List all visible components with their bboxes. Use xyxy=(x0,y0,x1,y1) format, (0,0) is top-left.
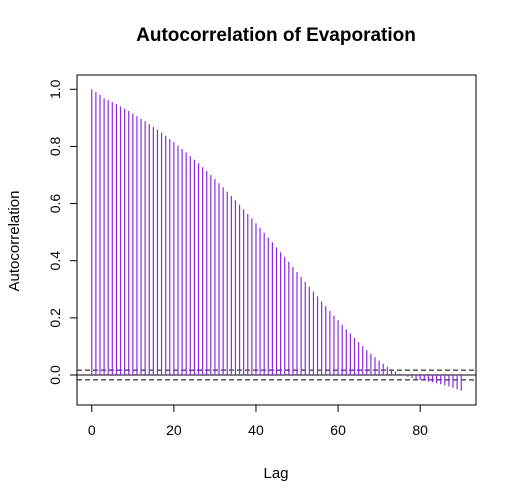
x-tick-label: 60 xyxy=(330,422,346,438)
x-tick-label: 80 xyxy=(412,422,428,438)
y-tick-label: 0.6 xyxy=(47,194,63,214)
y-tick-label: 1.0 xyxy=(47,79,63,99)
chart-title: Autocorrelation of Evaporation xyxy=(136,25,416,46)
x-tick-label: 0 xyxy=(88,422,96,438)
x-tick-label: 20 xyxy=(166,422,182,438)
y-tick-label: 0.8 xyxy=(47,136,63,156)
y-axis-label: Autocorrelation xyxy=(6,191,23,292)
confidence-bounds xyxy=(77,369,476,381)
x-tick-label: 40 xyxy=(248,422,264,438)
x-axis-label: Lag xyxy=(263,465,288,482)
y-axis: 0.0 0.2 0.4 0.6 0.8 1.0 xyxy=(47,79,78,385)
y-tick-label: 0.2 xyxy=(47,308,63,328)
acf-bars xyxy=(91,89,462,391)
y-tick-label: 0.4 xyxy=(47,251,63,271)
x-axis: 0 20 40 60 80 xyxy=(88,404,428,438)
y-tick-label: 0.0 xyxy=(47,365,63,385)
